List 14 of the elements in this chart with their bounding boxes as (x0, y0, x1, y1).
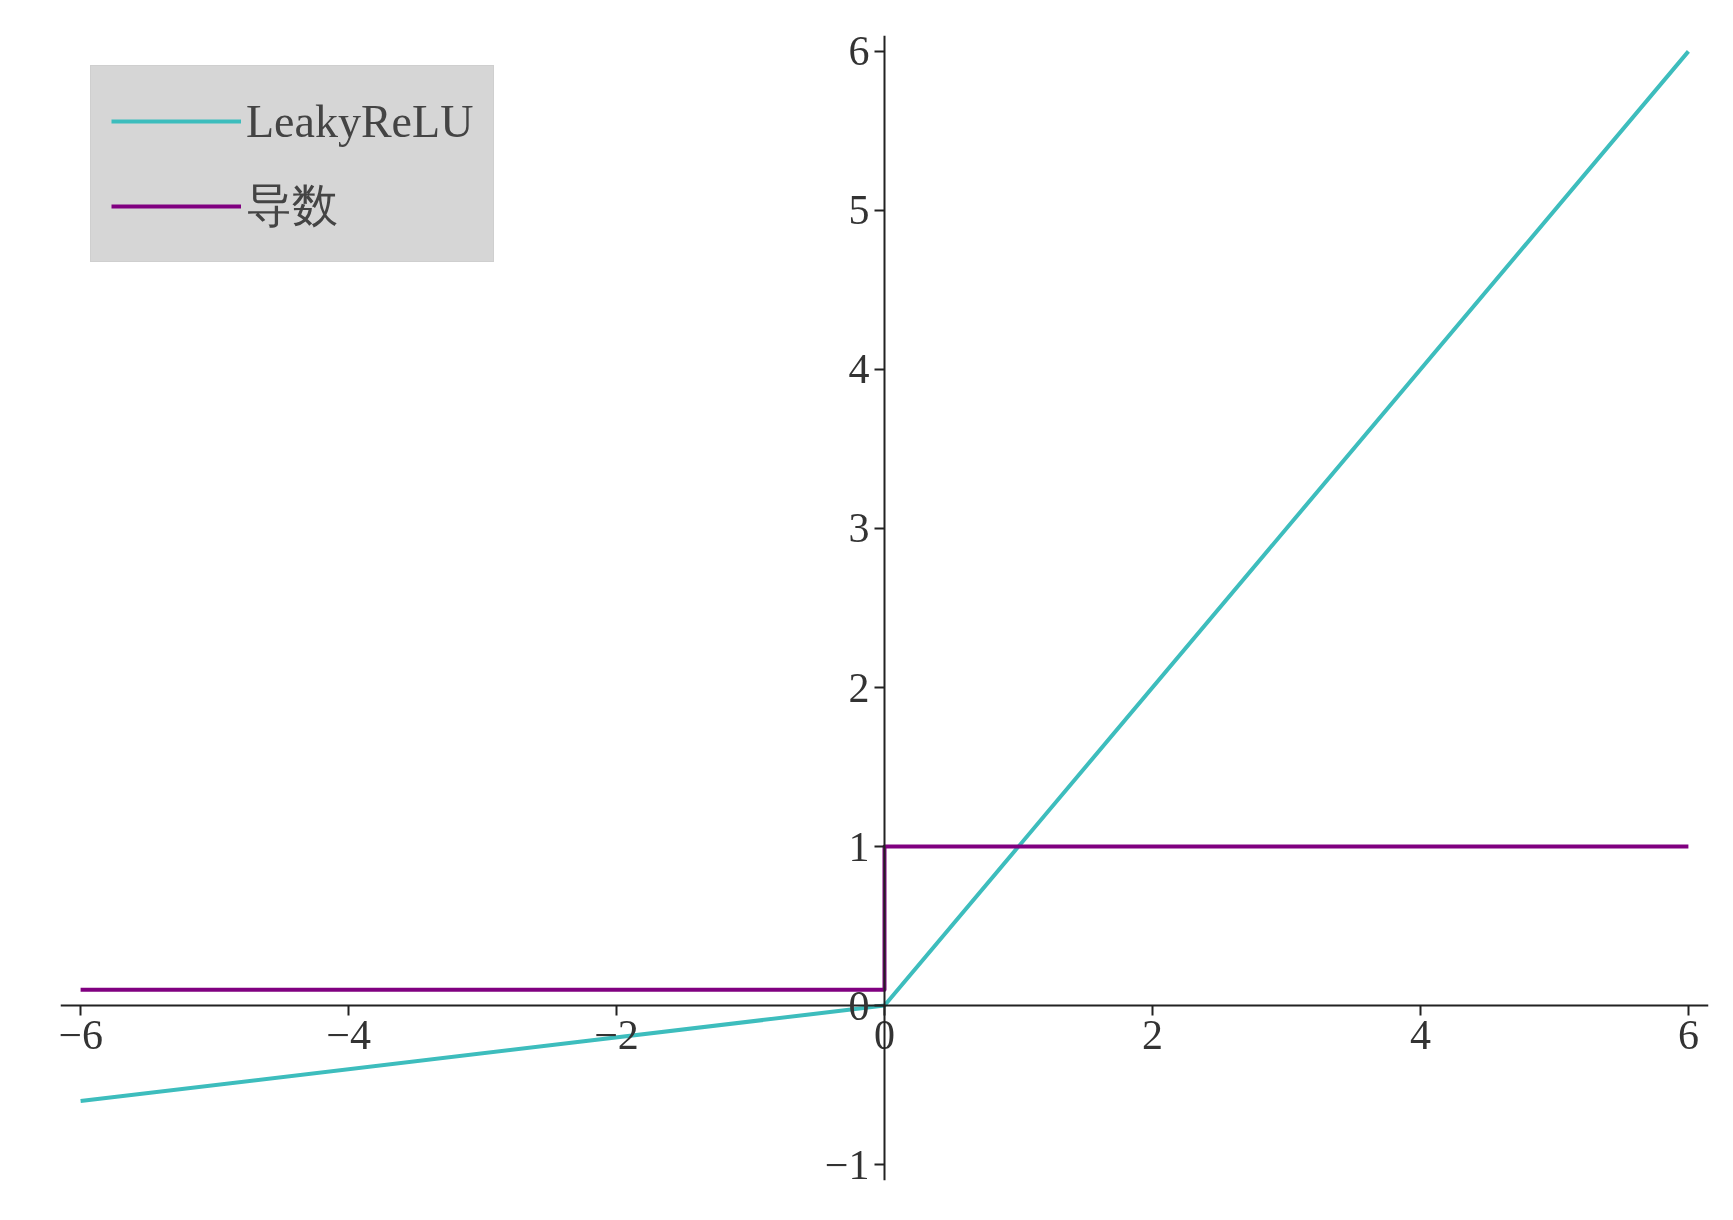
x-tick-label: 6 (1677, 1011, 1699, 1058)
y-tick-label: −1 (824, 1141, 870, 1188)
y-tick-label: 3 (848, 505, 870, 552)
x-tick-label: −6 (58, 1011, 103, 1058)
y-tick-label: 2 (848, 664, 870, 711)
y-tick-label: 5 (848, 187, 870, 234)
x-tick-label: −4 (326, 1011, 371, 1058)
legend-label: LeakyReLU (246, 94, 474, 149)
y-tick-label: 1 (848, 823, 870, 870)
x-tick-label: 2 (1141, 1011, 1163, 1058)
y-tick-label: 4 (848, 346, 870, 393)
y-tick-label: 6 (848, 28, 870, 75)
legend-label: 导数 (246, 179, 338, 233)
x-tick-label: 4 (1409, 1011, 1431, 1058)
